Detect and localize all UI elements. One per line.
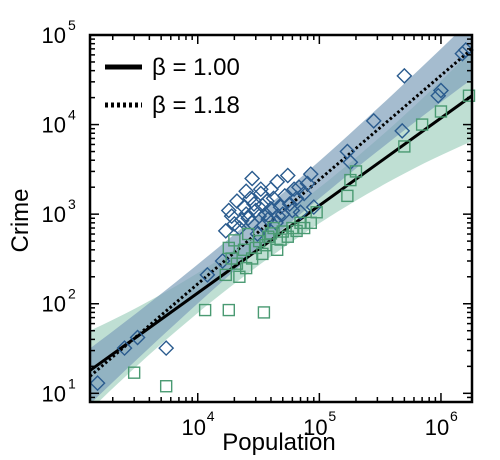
square-point: [222, 303, 235, 317]
diamond-point: [199, 266, 216, 283]
data-points: [89, 42, 476, 393]
square-point: [219, 268, 232, 282]
x-tick-label-exponent: 5: [328, 408, 336, 424]
square-point: [159, 380, 173, 393]
x-tick-labels: 10 4 10 5 10 6: [182, 408, 458, 440]
axis-ticks: [90, 34, 472, 403]
x-tick-label: 10: [182, 415, 206, 440]
y-tick-label-exponent: 4: [68, 107, 76, 123]
diamond-point: [257, 206, 274, 223]
diamond-point: [217, 222, 234, 239]
diamond-point: [89, 375, 106, 392]
square-point: [257, 306, 271, 319]
x-tick-label: 10: [425, 415, 449, 440]
square-point: [259, 239, 272, 252]
diamond-point: [279, 167, 296, 184]
diamond-point: [302, 166, 319, 183]
square-point: [341, 189, 354, 203]
diamond-point: [276, 187, 293, 204]
y-tick-label: 10: [42, 23, 66, 48]
diamond-point: [254, 197, 271, 214]
diamond-point: [290, 179, 307, 196]
square-point: [398, 140, 411, 153]
square-point: [267, 221, 280, 235]
square-point: [270, 243, 284, 257]
y-tick-label-exponent: 1: [68, 375, 76, 391]
y-tick-label-exponent: 5: [68, 17, 76, 33]
diamond-point: [244, 170, 261, 187]
square-point: [242, 227, 255, 241]
diamond-point: [457, 42, 474, 58]
square-point: [462, 89, 476, 102]
y-tick-label-exponent: 3: [68, 196, 76, 212]
diamond-point: [394, 122, 411, 139]
square-point: [252, 234, 266, 248]
y-axis-title: Crime: [7, 189, 34, 253]
diamond-point: [292, 204, 309, 221]
square-point: [233, 270, 246, 283]
y-tick-label: 10: [42, 202, 66, 227]
legend-label-beta-1-00: β = 1.00: [152, 54, 240, 81]
diamond-point: [226, 215, 243, 232]
diamond-point: [286, 181, 303, 198]
diamond-point: [129, 329, 146, 346]
diamond-point: [223, 208, 240, 225]
diamond-point: [116, 340, 133, 357]
square-point: [434, 105, 448, 118]
diamond-point: [242, 190, 259, 207]
diamond-point: [233, 212, 250, 229]
y-tick-label: 10: [42, 381, 66, 406]
x-axis-title: Population: [222, 429, 335, 456]
diamond-point: [396, 67, 413, 84]
legend-label-beta-1-18: β = 1.18: [152, 92, 240, 119]
diamond-point: [247, 202, 264, 219]
diamond-point: [288, 190, 305, 207]
diamond-point: [454, 45, 471, 62]
x-tick-label-exponent: 4: [207, 408, 215, 424]
square-point: [290, 224, 303, 238]
legend: β = 1.00 β = 1.18: [105, 54, 240, 119]
diamond-point: [272, 199, 289, 216]
x-tick-label-exponent: 6: [450, 408, 458, 424]
diamond-point: [258, 193, 275, 210]
y-tick-label: 10: [42, 292, 66, 317]
diamond-point: [220, 202, 237, 219]
x-tick-label: 10: [303, 415, 327, 440]
square-point: [230, 257, 244, 270]
diamond-point: [281, 195, 298, 212]
diamond-point: [299, 175, 316, 192]
diamond-point: [365, 112, 382, 129]
square-point: [237, 243, 251, 257]
diamond-point: [238, 183, 255, 200]
y-tick-label-exponent: 2: [68, 286, 76, 302]
diamond-point: [158, 340, 175, 357]
diamond-point: [228, 193, 245, 210]
square-point: [127, 366, 141, 379]
y-tick-label: 10: [42, 113, 66, 138]
square-point: [274, 233, 287, 246]
fit-line-beta-1-00: [90, 94, 472, 372]
diamond-point: [432, 82, 449, 99]
diamond-point: [305, 199, 322, 216]
diamond-point: [214, 253, 231, 269]
diamond-point: [252, 181, 269, 198]
square-point: [256, 247, 269, 261]
diamond-point: [430, 87, 447, 104]
square-point: [349, 165, 363, 178]
square-point: [310, 206, 323, 219]
square-point: [198, 303, 212, 317]
square-point: [415, 118, 429, 131]
diamond-point: [296, 185, 313, 202]
square-point: [228, 234, 241, 247]
